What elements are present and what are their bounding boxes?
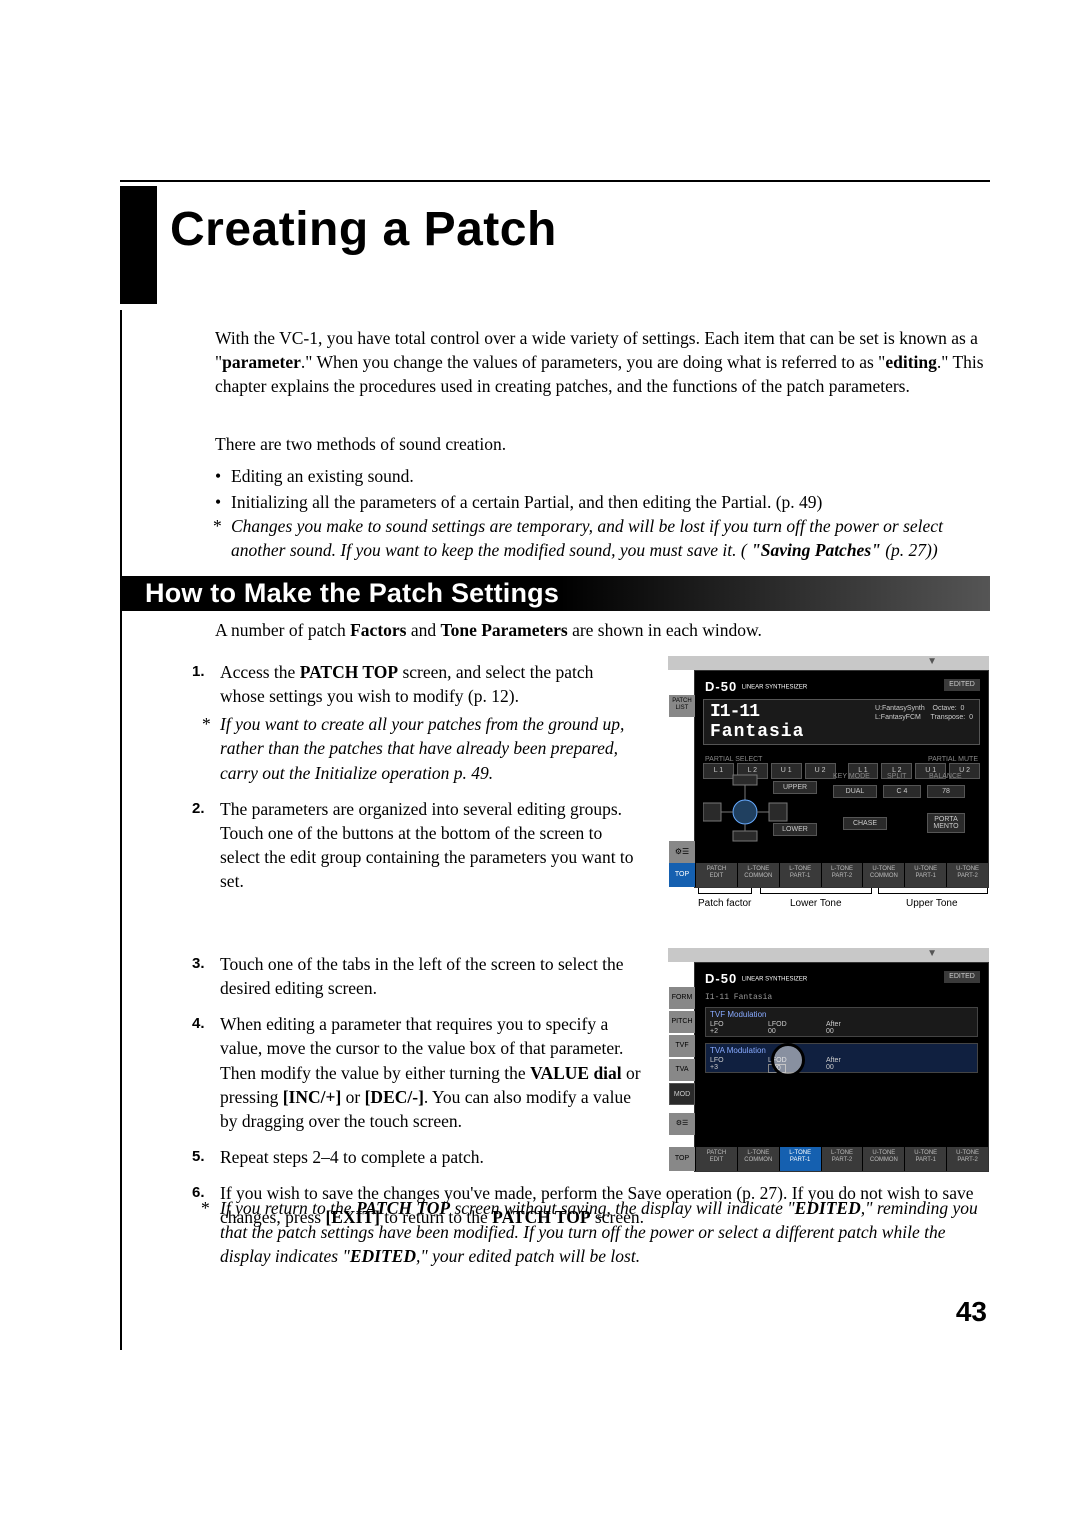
- keymode-button: DUAL: [833, 785, 877, 798]
- edit-tab: U-TONE PART-2: [946, 1147, 988, 1171]
- patch-list-tab: PATCH LIST: [669, 695, 695, 717]
- key-mode-area: UPPER LOWER KEY MODE SPLIT BALANCE DUAL …: [703, 773, 980, 843]
- option-tab: ⚙☰: [669, 841, 695, 863]
- option-tab: ⚙☰: [669, 1113, 695, 1135]
- left-tab: PITCH: [669, 1011, 695, 1033]
- section-intro: A number of patch Factors and Tone Param…: [215, 618, 990, 642]
- edit-tab: U-TONE COMMON: [862, 863, 904, 887]
- edit-tab: U-TONE PART-1: [904, 1147, 946, 1171]
- step-list-1: Access the PATCH TOP screen, and select …: [192, 660, 642, 905]
- tvf-modulation-box: TVF Modulation LFO+2 LFOD00 After00: [705, 1007, 978, 1037]
- upper-button: UPPER: [773, 781, 817, 794]
- bracket-labels: Patch factor Lower Tone Upper Tone: [668, 888, 989, 918]
- bottom-tab-row: TOP PATCH EDIT L-TONE COMMON L-TONE PART…: [669, 863, 988, 887]
- d50-logo: D-50 LINEAR SYNTHESIZER: [705, 971, 807, 986]
- edit-tab: L-TONE PART-2: [821, 863, 863, 887]
- screenshot-edit-screen: D-50 LINEAR SYNTHESIZER EDITED FORM PITC…: [668, 948, 989, 1174]
- edit-tab-selected: L-TONE PART-1: [779, 1147, 821, 1171]
- screenshot-panel: D-50 LINEAR SYNTHESIZER EDITED FORM PITC…: [694, 962, 989, 1172]
- step-2: The parameters are organized into severa…: [192, 797, 642, 894]
- patch-id: I1-11: [710, 702, 759, 722]
- step-5: Repeat steps 2–4 to complete a patch.: [192, 1145, 642, 1169]
- top-tab: TOP: [669, 863, 695, 887]
- screenshot-panel: D-50 LINEAR SYNTHESIZER EDITED PATCH LIS…: [694, 670, 989, 888]
- screenshot-patch-top: D-50 LINEAR SYNTHESIZER EDITED PATCH LIS…: [668, 656, 989, 921]
- left-tab: FORM: [669, 987, 695, 1009]
- chase-button: CHASE: [843, 817, 887, 830]
- patch-meta: U:FantasySynth Octave: 0 L:FantasyFCM Tr…: [875, 704, 973, 722]
- d50-logo: D-50 LINEAR SYNTHESIZER: [705, 679, 807, 694]
- screenshot-menu-bar: [668, 656, 989, 670]
- edited-warning-note: If you return to the PATCH TOP screen wi…: [201, 1196, 991, 1268]
- edit-tab: L-TONE PART-2: [821, 1147, 863, 1171]
- left-tab-column: FORM PITCH TVF TVA MOD ⚙☰: [669, 987, 695, 1137]
- step-1-note: If you want to create all your patches f…: [192, 712, 642, 784]
- patch-name: Fantasia: [710, 722, 804, 742]
- top-tab: TOP: [669, 1147, 695, 1171]
- edit-tab: L-TONE COMMON: [737, 1147, 779, 1171]
- edit-tab: PATCH EDIT: [695, 1147, 737, 1171]
- edit-tab: U-TONE PART-1: [904, 863, 946, 887]
- screenshot-menu-bar: [668, 948, 989, 962]
- edited-badge: EDITED: [944, 971, 980, 983]
- page-number: 43: [956, 1296, 987, 1328]
- split-button: C 4: [883, 785, 921, 798]
- section-title: How to Make the Patch Settings: [145, 578, 559, 609]
- edit-tab: U-TONE COMMON: [862, 1147, 904, 1171]
- portamento-button: PORTA MENTO: [927, 813, 965, 833]
- intro-paragraph-1: With the VC-1, you have total control ov…: [215, 326, 990, 398]
- left-tab: TVF: [669, 1035, 695, 1057]
- highlight-circle-icon: [771, 1043, 805, 1077]
- patch-line: I1-11 Fantasia: [705, 993, 772, 1002]
- left-rule: [120, 310, 122, 1350]
- method-bullet-list: Editing an existing sound. Initializing …: [215, 464, 990, 516]
- tva-modulation-box: TVA Modulation LFO+3 LFOD00 After00: [705, 1043, 978, 1073]
- section-header-banner: How to Make the Patch Settings: [120, 576, 990, 611]
- top-rule: [120, 180, 990, 182]
- balance-button: 78: [927, 785, 965, 798]
- step-1: Access the PATCH TOP screen, and select …: [192, 660, 642, 708]
- left-tab: TVA: [669, 1059, 695, 1081]
- page-title: Creating a Patch: [170, 202, 557, 257]
- edit-tab: U-TONE PART-2: [946, 863, 988, 887]
- patch-info-box: I1-11 Fantasia U:FantasySynth Octave: 0 …: [703, 699, 980, 745]
- bullet-item: Editing an existing sound.: [215, 464, 990, 488]
- step-3: Touch one of the tabs in the left of the…: [192, 952, 642, 1000]
- left-tab-selected: MOD: [669, 1083, 695, 1105]
- edit-tab: PATCH EDIT: [695, 863, 737, 887]
- edit-tab: L-TONE COMMON: [737, 863, 779, 887]
- note-temporary-changes: Changes you make to sound settings are t…: [214, 514, 990, 562]
- lower-button: LOWER: [773, 823, 817, 836]
- edited-badge: EDITED: [944, 679, 980, 691]
- step-4: When editing a parameter that requires y…: [192, 1012, 642, 1133]
- title-sidebar-block: [120, 186, 157, 304]
- manual-page: Creating a Patch With the VC-1, you have…: [0, 0, 1080, 1528]
- bullet-item: Initializing all the parameters of a cer…: [215, 490, 990, 514]
- intro-paragraph-2: There are two methods of sound creation.: [215, 432, 990, 456]
- bottom-tab-row: TOP PATCH EDIT L-TONE COMMON L-TONE PART…: [669, 1147, 988, 1171]
- edit-tab: L-TONE PART-1: [779, 863, 821, 887]
